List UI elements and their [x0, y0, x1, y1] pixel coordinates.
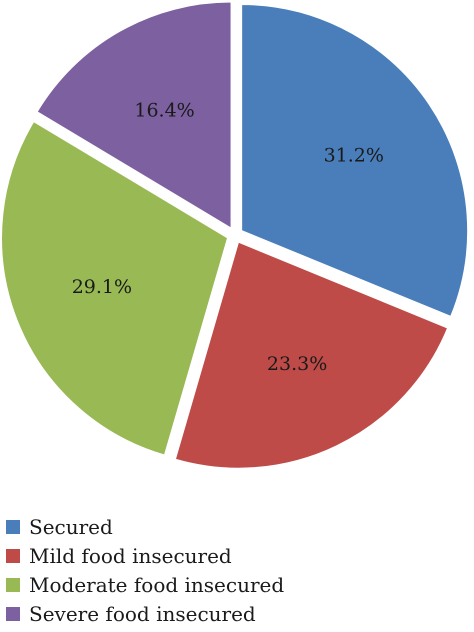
pie-slice-moderate: [1, 120, 229, 456]
legend-label-moderate: Moderate food insecured: [29, 572, 285, 597]
legend-item-secured: Secured: [6, 512, 466, 541]
legend-swatch-moderate: [6, 577, 20, 592]
legend-swatch-severe: [6, 606, 20, 621]
data-label-mild: 23.3%: [267, 353, 327, 375]
legend: Secured Mild food insecured Moderate foo…: [6, 512, 466, 628]
data-label-severe: 16.4%: [134, 100, 194, 122]
legend-label-secured: Secured: [29, 514, 113, 539]
legend-label-severe: Severe food insecured: [29, 601, 256, 626]
legend-item-moderate: Moderate food insecured: [6, 570, 466, 599]
pie-slice-secured: [241, 4, 469, 318]
legend-swatch-secured: [6, 519, 20, 534]
legend-label-mild: Mild food insecured: [29, 543, 232, 568]
data-label-secured: 31.2%: [324, 144, 384, 166]
pie-plot-area: 31.2% 23.3% 29.1% 16.4%: [1, 1, 469, 469]
pie-slice-severe: [36, 1, 232, 229]
legend-item-mild: Mild food insecured: [6, 541, 466, 570]
legend-swatch-mild: [6, 548, 20, 563]
legend-item-severe: Severe food insecured: [6, 599, 466, 628]
data-label-moderate: 29.1%: [72, 276, 132, 298]
pie-slice-mild: [174, 241, 449, 469]
